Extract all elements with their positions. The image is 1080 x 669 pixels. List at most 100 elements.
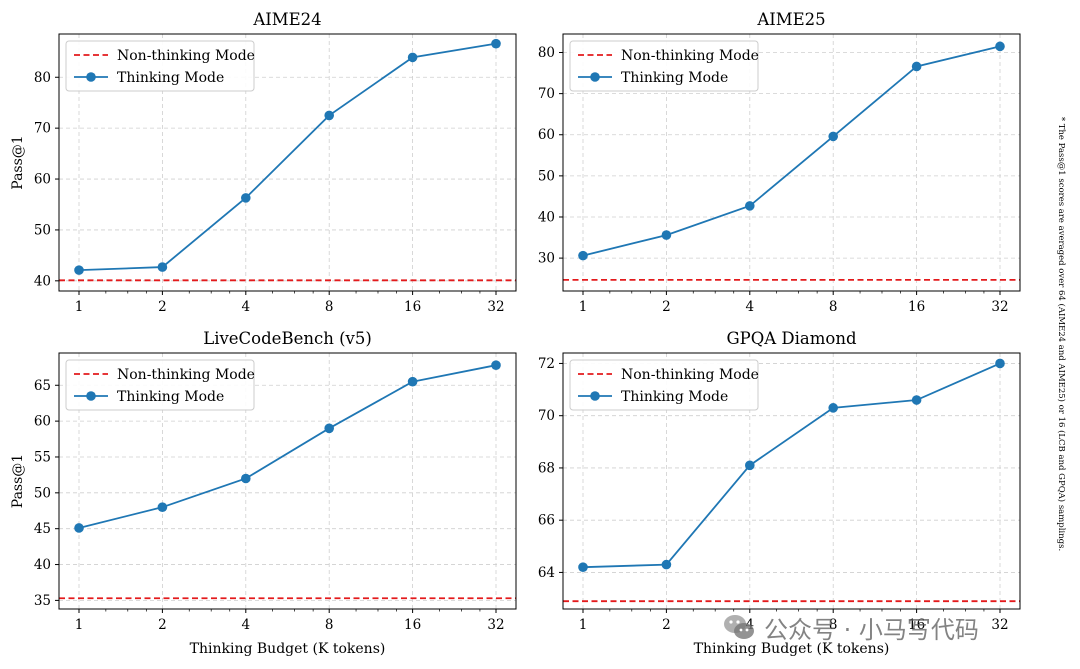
y-tick-label: 40 (34, 273, 51, 289)
y-tick-label: 50 (34, 222, 51, 238)
y-tick-label: 60 (34, 172, 51, 188)
thinking-mode-point (157, 262, 168, 272)
legend-label: Thinking Mode (117, 70, 224, 86)
chart-panel-2: 1 2 4 8 16 32 30 40 50 60 70 80 AIME25 Non-thinking M… (538, 10, 1021, 315)
y-tick-label: 70 (34, 121, 51, 137)
y-axis-label: Pass@1 (10, 135, 26, 189)
thinking-mode-point (828, 131, 838, 142)
legend-box (569, 359, 759, 411)
thinking-mode-line (78, 364, 497, 529)
chart-title: AIME25 (756, 10, 825, 29)
x-tick-label: 32 (991, 617, 1008, 633)
thinking-mode-point (578, 562, 588, 573)
thinking-mode-point (828, 403, 838, 413)
thinking-mode-point (911, 395, 922, 405)
x-tick-label: 1 (75, 299, 84, 315)
thinking-mode-point (407, 52, 418, 63)
chart-panel-1: 1 2 4 8 16 32 40 50 60 70 80 AIME24 Pass@1 Non-thinki… (10, 10, 517, 315)
x-tick-label: 4 (746, 299, 755, 315)
legend-label: Non-thinking Mode (621, 48, 759, 64)
x-tick-label: 1 (579, 299, 588, 315)
x-tick-label: 32 (487, 617, 504, 633)
legend-label: Non-thinking Mode (621, 367, 759, 383)
legend-marker-thinking (590, 72, 600, 82)
x-tick-label: 4 (242, 617, 251, 633)
x-tick-label: 2 (158, 617, 167, 633)
thinking-mode-line (78, 42, 497, 272)
thinking-mode-point (745, 460, 755, 471)
y-axis-label: Pass@1 (10, 454, 26, 508)
thinking-mode-point (157, 502, 168, 512)
thinking-mode-point (324, 110, 335, 121)
y-tick-label: 80 (538, 45, 555, 61)
chart-title: GPQA Diamond (726, 329, 857, 348)
y-tick-label: 70 (538, 86, 555, 102)
x-tick-label: 16 (908, 299, 925, 315)
x-tick-label: 16 (404, 617, 421, 633)
x-axis-label: Thinking Budget (K tokens) (190, 641, 386, 657)
plot-frame (562, 33, 1021, 292)
legend-box (65, 359, 255, 411)
thinking-mode-point (74, 523, 84, 533)
thinking-mode-point (241, 473, 251, 484)
y-tick-label: 80 (34, 70, 51, 86)
watermark-text: 公众号 · 小马写代码 (764, 615, 979, 644)
thinking-mode-point (74, 265, 84, 275)
legend-label: Thinking Mode (621, 389, 728, 405)
y-tick-label: 40 (34, 557, 51, 573)
y-tick-label: 60 (538, 127, 555, 143)
thinking-mode-point (995, 41, 1005, 52)
y-tick-label: 68 (538, 460, 555, 476)
legend-label: Thinking Mode (117, 389, 224, 405)
y-tick-label: 30 (538, 251, 555, 267)
x-tick-label: 16 (908, 617, 925, 633)
thinking-mode-point (324, 423, 335, 434)
thinking-mode-point (995, 358, 1005, 369)
figure-footnote-text: * The Pass@1 scores are averaged over 64… (1056, 116, 1066, 552)
y-tick-label: 65 (34, 378, 51, 394)
legend-box (569, 40, 759, 92)
thinking-mode-point (407, 376, 418, 387)
plot-frame (562, 352, 1021, 610)
wechat-icon (724, 615, 754, 639)
y-tick-label: 50 (34, 485, 51, 501)
legend-label: Thinking Mode (621, 70, 728, 86)
thinking-mode-point (911, 61, 922, 72)
x-tick-label: 8 (325, 617, 334, 633)
y-tick-label: 66 (538, 513, 555, 529)
x-tick-label: 32 (991, 299, 1008, 315)
x-tick-label: 16 (404, 299, 421, 315)
thinking-mode-point (661, 230, 672, 240)
legend: Non-thinking Mode Thinking Mode (65, 40, 255, 92)
watermark: 公众号 · 小马写代码 (722, 606, 979, 648)
x-tick-label: 2 (662, 617, 671, 633)
thinking-mode-point (491, 360, 501, 370)
legend: Non-thinking Mode Thinking Mode (65, 359, 255, 411)
x-tick-label: 2 (662, 299, 671, 315)
thinking-mode-point (661, 559, 672, 570)
legend-marker-thinking (590, 391, 600, 401)
x-tick-label: 8 (829, 299, 838, 315)
y-tick-label: 35 (34, 593, 51, 609)
plot-frame (58, 33, 517, 292)
chart-panel-3: 1 2 4 8 16 32 35 40 45 50 55 60 65 LiveCodeBench (v5)… (10, 329, 517, 657)
x-tick-label: 32 (487, 299, 504, 315)
y-tick-label: 45 (34, 521, 51, 537)
thinking-mode-point (578, 250, 588, 261)
legend-label: Non-thinking Mode (117, 367, 255, 383)
x-tick-label: 8 (829, 617, 838, 633)
y-tick-label: 60 (34, 414, 51, 430)
x-axis-label: Thinking Budget (K tokens) (694, 641, 890, 657)
thinking-mode-point (241, 193, 251, 203)
x-tick-label: 2 (158, 299, 167, 315)
legend: Non-thinking Mode Thinking Mode (569, 40, 759, 92)
y-tick-label: 70 (538, 408, 555, 424)
x-tick-label: 1 (579, 617, 588, 633)
chart-title: AIME24 (252, 10, 321, 29)
thinking-mode-point (491, 38, 501, 49)
legend: Non-thinking Mode Thinking Mode (569, 359, 759, 411)
plot-frame (58, 352, 517, 610)
legend-marker-thinking (86, 72, 96, 82)
